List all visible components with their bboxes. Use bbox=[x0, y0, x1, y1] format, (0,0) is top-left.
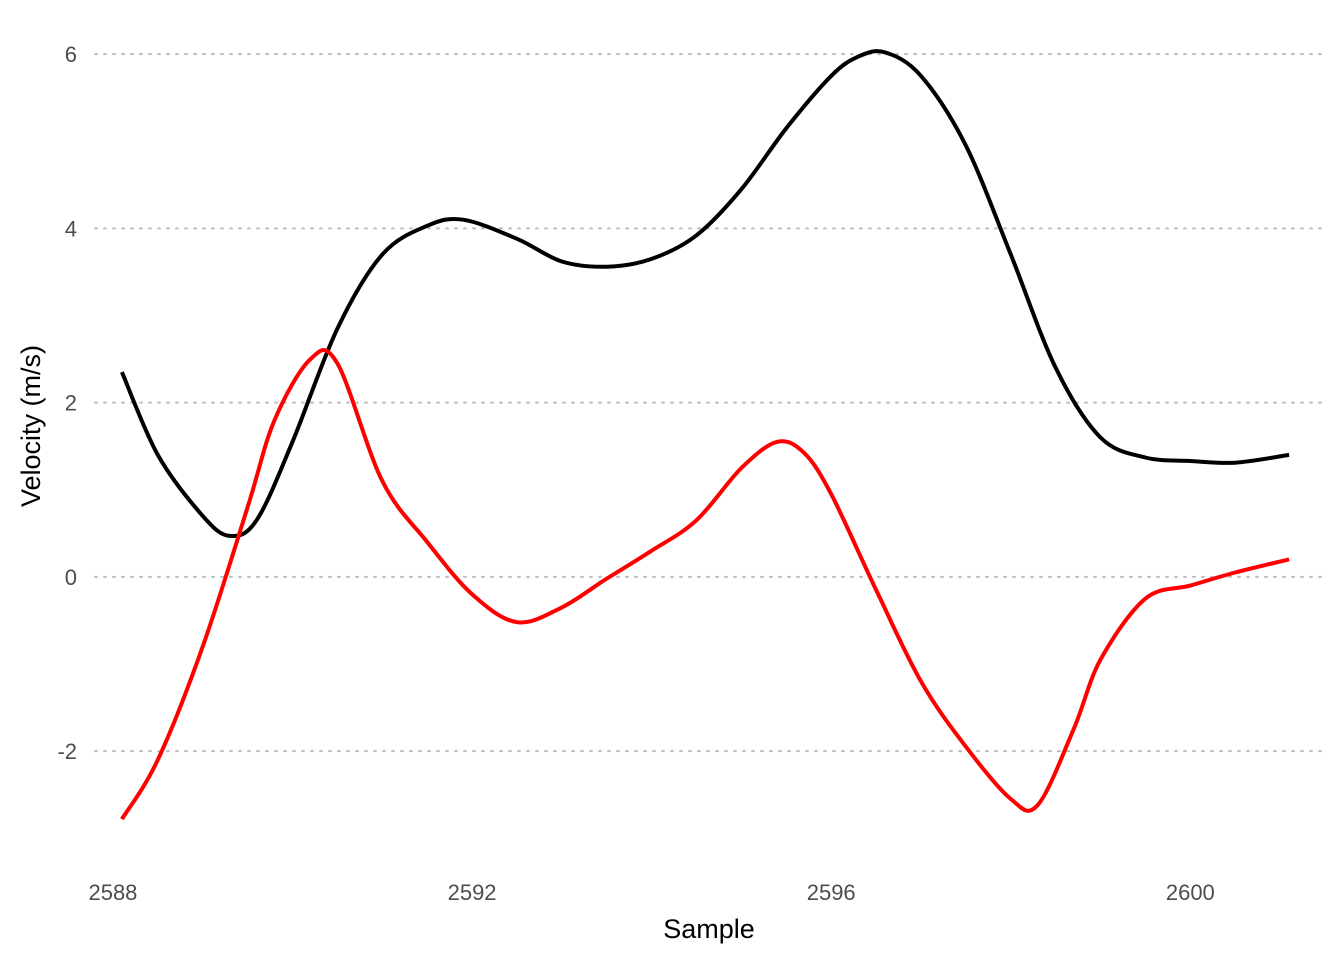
series-line-black bbox=[120, 49, 1290, 539]
y-tick-label: 2 bbox=[65, 391, 77, 416]
series-layer bbox=[120, 49, 1290, 821]
x-tick-label: 2596 bbox=[807, 880, 856, 905]
y-tick-label: -2 bbox=[57, 739, 77, 764]
y-axis-title: Velocity (m/s) bbox=[16, 345, 46, 507]
x-tick-label: 2592 bbox=[448, 880, 497, 905]
y-tick-label: 0 bbox=[65, 565, 77, 590]
grid-lines bbox=[94, 53, 1326, 753]
series-line-red bbox=[120, 348, 1290, 821]
x-tick-label: 2588 bbox=[88, 880, 137, 905]
y-tick-label: 4 bbox=[65, 216, 77, 241]
y-axis-ticks: -2 0 2 4 6 bbox=[57, 42, 77, 764]
y-tick-label: 6 bbox=[65, 42, 77, 67]
x-axis-title: Sample bbox=[663, 914, 755, 944]
x-tick-label: 2600 bbox=[1166, 880, 1215, 905]
x-axis-ticks: 2588 2592 2596 2600 bbox=[88, 880, 1214, 905]
